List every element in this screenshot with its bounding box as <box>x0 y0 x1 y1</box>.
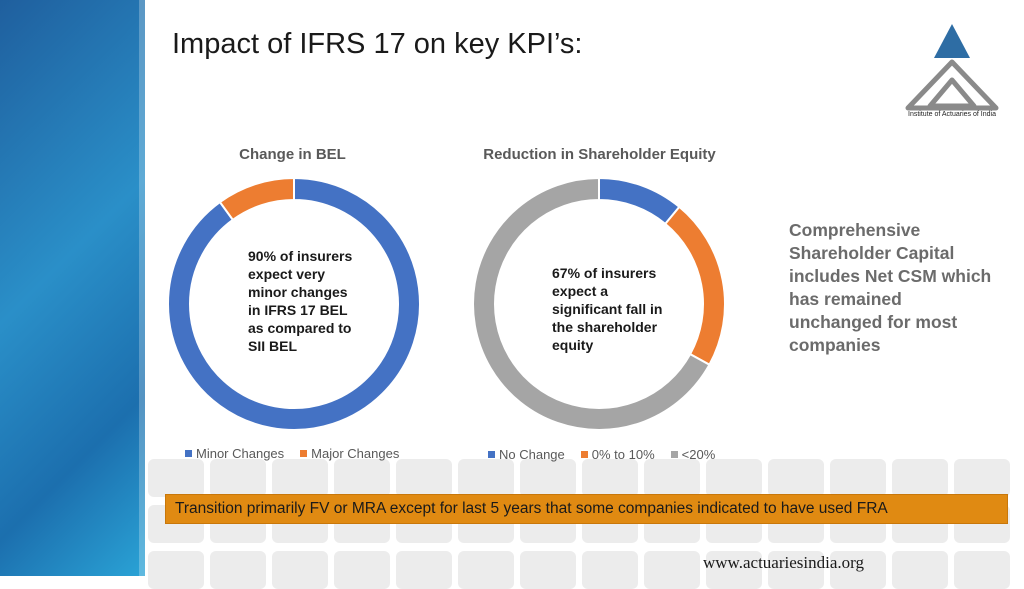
background-tile <box>644 459 700 497</box>
logo-caption: Institute of Actuaries of India <box>908 111 996 118</box>
background-tile <box>210 551 266 589</box>
legend-swatch <box>580 451 588 458</box>
side-note: Comprehensive Shareholder Capital includ… <box>789 220 992 355</box>
background-tile <box>272 459 328 497</box>
background-tile <box>892 551 948 589</box>
legend-item-0-to-10: 0% to 10% <box>580 447 655 462</box>
background-tile <box>396 551 452 589</box>
chart-title-bel: Change in BEL <box>239 146 346 163</box>
background-tile <box>334 551 390 589</box>
transition-banner: Transition primarily FV or MRA except fo… <box>165 494 1008 524</box>
slide-title: Impact of IFRS 17 on key KPI’s: <box>172 28 583 60</box>
chart-title-equity: Reduction in Shareholder Equity <box>483 146 716 163</box>
background-tile <box>892 459 948 497</box>
legend-label: No Change <box>499 447 565 462</box>
legend-item-minor-changes: Minor Changes <box>185 446 284 461</box>
annotation-bel: 90% of insurers expect very minor change… <box>248 248 353 354</box>
legend-swatch <box>670 451 678 458</box>
background-tile <box>706 459 762 497</box>
background-tile <box>334 459 390 497</box>
background-tile <box>148 551 204 589</box>
legend-label: Minor Changes <box>196 446 285 461</box>
donut-slice-minor-changes <box>168 178 420 430</box>
legend-swatch <box>185 450 192 457</box>
legend-label: Major Changes <box>311 446 400 461</box>
legend-item-lt-20: <20% <box>670 447 716 462</box>
background-tile <box>458 551 514 589</box>
institute-logo <box>905 24 999 111</box>
donut-slice-major-changes <box>218 178 295 222</box>
background-tile <box>148 459 204 497</box>
background-tile <box>768 459 824 497</box>
legend-label: <20% <box>681 447 716 462</box>
legend-equity: No Change 0% to 10% <20% <box>488 447 715 462</box>
background-tile <box>396 459 452 497</box>
legend-item-no-change: No Change <box>488 447 565 462</box>
footer-url: www.actuariesindia.org <box>703 553 864 572</box>
legend-swatch <box>488 451 495 458</box>
background-tile <box>582 551 638 589</box>
background-tile <box>582 459 638 497</box>
background-tile <box>520 551 576 589</box>
donut-slice-20 <box>473 178 711 430</box>
legend-item-major-changes: Major Changes <box>300 446 399 461</box>
background-tile <box>644 551 700 589</box>
background-tile <box>210 459 266 497</box>
left-decorative-band <box>0 0 145 576</box>
legend-swatch <box>300 450 308 457</box>
background-tile <box>954 551 1010 589</box>
background-tile <box>954 459 1010 497</box>
legend-label: 0% to 10% <box>591 447 655 462</box>
background-tile <box>830 459 886 497</box>
logo-outer-frame <box>905 59 999 111</box>
logo-triangle-top <box>934 24 970 58</box>
annotation-equity: 67% of insurers expect a significant fal… <box>552 265 663 353</box>
legend-bel: Minor Changes Major Changes <box>185 446 399 461</box>
background-tile <box>458 459 514 497</box>
logo-inner-frame <box>927 77 977 109</box>
background-tile <box>520 459 576 497</box>
donut-chart-equity <box>473 178 725 430</box>
background-tile <box>272 551 328 589</box>
donut-chart-bel <box>168 178 420 430</box>
donut-slice-no-change <box>598 178 681 226</box>
